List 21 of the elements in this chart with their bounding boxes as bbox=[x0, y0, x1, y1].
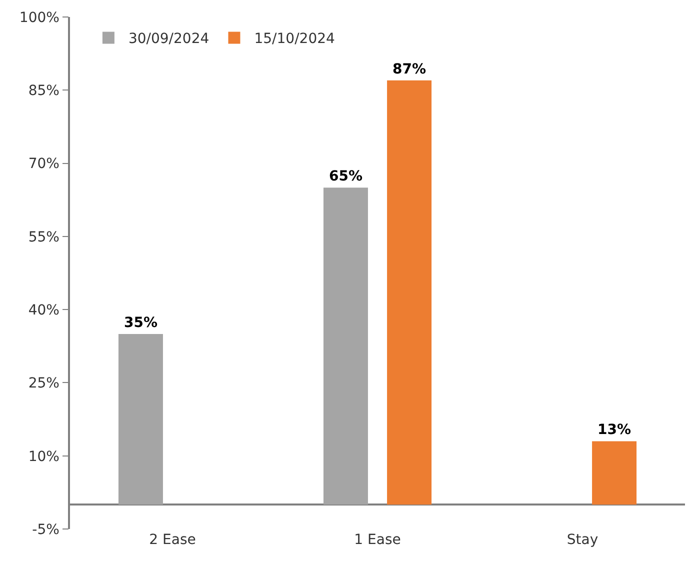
x-tick-label: 2 Ease bbox=[149, 532, 196, 548]
y-tick-label: -5% bbox=[32, 522, 60, 538]
y-tick-label: 85% bbox=[28, 83, 60, 100]
y-tick-label: 70% bbox=[28, 156, 60, 172]
legend-label: 30/09/2024 bbox=[128, 31, 210, 48]
x-tick-label: 1 Ease bbox=[354, 532, 401, 548]
bar bbox=[118, 334, 163, 505]
y-tick-label: 100% bbox=[19, 10, 60, 26]
y-tick-label: 25% bbox=[28, 376, 60, 392]
y-tick-label: 40% bbox=[28, 302, 60, 318]
x-tick-label: Stay bbox=[566, 532, 598, 548]
text: 87% bbox=[392, 61, 426, 78]
text: 13% bbox=[598, 422, 632, 438]
bar bbox=[592, 441, 637, 505]
y-tick-label: 10% bbox=[28, 448, 60, 465]
text: 35% bbox=[124, 314, 158, 331]
y-tick-label: 55% bbox=[28, 229, 60, 246]
bar bbox=[387, 80, 432, 505]
bar bbox=[323, 188, 368, 505]
text: 65% bbox=[328, 168, 362, 185]
legend-label: 15/10/2024 bbox=[254, 31, 336, 48]
